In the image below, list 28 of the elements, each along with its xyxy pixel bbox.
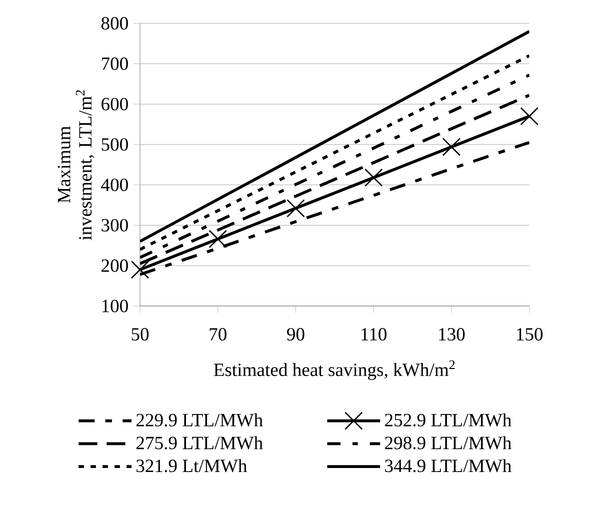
y-tick-label: 400: [101, 178, 128, 192]
x-tick-label: 50: [132, 328, 149, 341]
x-axis-title: Estimated heat savings, kWh/m$^{2}$: [214, 360, 455, 380]
x-tick-label: 130: [439, 328, 465, 341]
y-tick-label: 600: [102, 98, 128, 110]
legend-label: 275.9 LTL/MWh: [136, 436, 263, 450]
y-tick-label: 300: [102, 218, 128, 232]
legend-label: 298.9 LTL/MWh: [385, 436, 512, 450]
y-tick-label: 700: [102, 57, 128, 70]
point: [364, 168, 383, 187]
y-axis-title: Maximum investment, LTL/m$^{2}$: [58, 90, 94, 240]
legend-label: 252.9 LTL/MWh: [385, 413, 512, 427]
x-tick-label: 90: [287, 328, 304, 341]
y-tick-label: 500: [102, 138, 128, 151]
x-tick-label: 110: [362, 328, 386, 341]
legend-label: 229.9 LTL/MWh: [136, 413, 263, 427]
x-tick-label: 150: [517, 328, 543, 341]
point: [130, 260, 150, 279]
point: [208, 230, 228, 248]
point: [286, 199, 305, 218]
y-tick-label: 800: [101, 17, 128, 30]
y-tick-label: 200: [102, 259, 128, 272]
x-tick-label: 70: [210, 328, 226, 341]
legend-label: 321.9 Lt/MWh: [136, 459, 247, 472]
legend-label: 344.9 LTL/MWh: [385, 459, 512, 472]
point: [442, 138, 461, 156]
y-tick-label: 100: [102, 300, 128, 312]
point: [520, 107, 538, 126]
